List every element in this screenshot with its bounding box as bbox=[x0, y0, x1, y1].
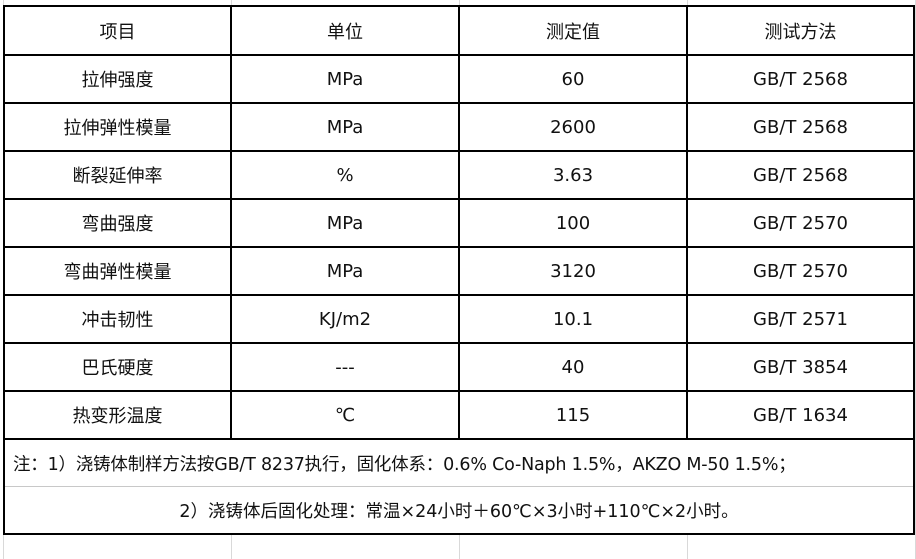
cell-method: GB/T 2568 bbox=[686, 54, 915, 104]
cell-unit: MPa bbox=[230, 102, 460, 152]
table-header-row: 项目 单位 测定值 测试方法 bbox=[3, 5, 915, 56]
header-method: 测试方法 bbox=[686, 5, 915, 56]
cell-unit: MPa bbox=[230, 198, 460, 248]
cell-item: 弯曲强度 bbox=[3, 198, 232, 248]
table-row: 巴氏硬度 --- 40 GB/T 3854 bbox=[3, 342, 915, 392]
cell-method: GB/T 2571 bbox=[686, 294, 915, 344]
table-row: 冲击韧性 KJ/m2 10.1 GB/T 2571 bbox=[3, 294, 915, 344]
header-item: 项目 bbox=[3, 5, 232, 56]
cell-item: 弯曲弹性模量 bbox=[3, 246, 232, 296]
cell-item: 巴氏硬度 bbox=[3, 342, 232, 392]
cell-method: GB/T 2570 bbox=[686, 246, 915, 296]
cell-item: 冲击韧性 bbox=[3, 294, 232, 344]
cell-unit: MPa bbox=[230, 54, 460, 104]
note-row-1: 注：1）浇铸体制样方法按GB/T 8237执行，固化体系：0.6% Co-Nap… bbox=[3, 438, 915, 487]
cell-item: 拉伸强度 bbox=[3, 54, 232, 104]
table-row: 弯曲强度 MPa 100 GB/T 2570 bbox=[3, 198, 915, 248]
table-row: 断裂延伸率% 3.63 GB/T 2568 bbox=[3, 150, 915, 200]
header-value: 测定值 bbox=[458, 5, 688, 56]
table-row: 拉伸强度 MPa 60 GB/T 2568 bbox=[3, 54, 915, 104]
cell-item: 断裂延伸率 bbox=[3, 150, 232, 200]
cell-method: GB/T 2568 bbox=[686, 102, 915, 152]
properties-table: 项目 单位 测定值 测试方法 拉伸强度 MPa 60 GB/T 2568 拉伸弹性模量 M… bbox=[3, 5, 915, 535]
cell-method: GB/T 2568 bbox=[686, 150, 915, 200]
cell-method: GB/T 1634 bbox=[686, 390, 915, 440]
cell-value: 3120 bbox=[458, 246, 688, 296]
cell-value: 40 bbox=[458, 342, 688, 392]
cell-method: GB/T 2570 bbox=[686, 198, 915, 248]
note-2: 2）浇铸体后固化处理：常温×24小时＋60℃×3小时+110℃×2小时。 bbox=[3, 486, 915, 535]
cell-method: GB/T 3854 bbox=[686, 342, 915, 392]
table-row: 拉伸弹性模量 MPa 2600 GB/T 2568 bbox=[3, 102, 915, 152]
cell-value: 115 bbox=[458, 390, 688, 440]
cell-value: 60 bbox=[458, 54, 688, 104]
cell-value: 3.63 bbox=[458, 150, 688, 200]
note-row-2: 2）浇铸体后固化处理：常温×24小时＋60℃×3小时+110℃×2小时。 bbox=[3, 486, 915, 535]
cell-value: 100 bbox=[458, 198, 688, 248]
table-row: 弯曲弹性模量 MPa 3120 GB/T 2570 bbox=[3, 246, 915, 296]
cell-item: 拉伸弹性模量 bbox=[3, 102, 232, 152]
cell-unit: ℃ bbox=[230, 390, 460, 440]
cell-unit: % bbox=[230, 150, 460, 200]
cell-unit: --- bbox=[230, 342, 460, 392]
header-unit: 单位 bbox=[230, 5, 460, 56]
cell-value: 2600 bbox=[458, 102, 688, 152]
cell-unit: MPa bbox=[230, 246, 460, 296]
table-row: 热变形温度 ℃ 115 GB/T 1634 bbox=[3, 390, 915, 440]
cell-item: 热变形温度 bbox=[3, 390, 232, 440]
cell-value: 10.1 bbox=[458, 294, 688, 344]
cell-unit: KJ/m2 bbox=[230, 294, 460, 344]
note-1: 注：1）浇铸体制样方法按GB/T 8237执行，固化体系：0.6% Co-Nap… bbox=[3, 438, 915, 487]
